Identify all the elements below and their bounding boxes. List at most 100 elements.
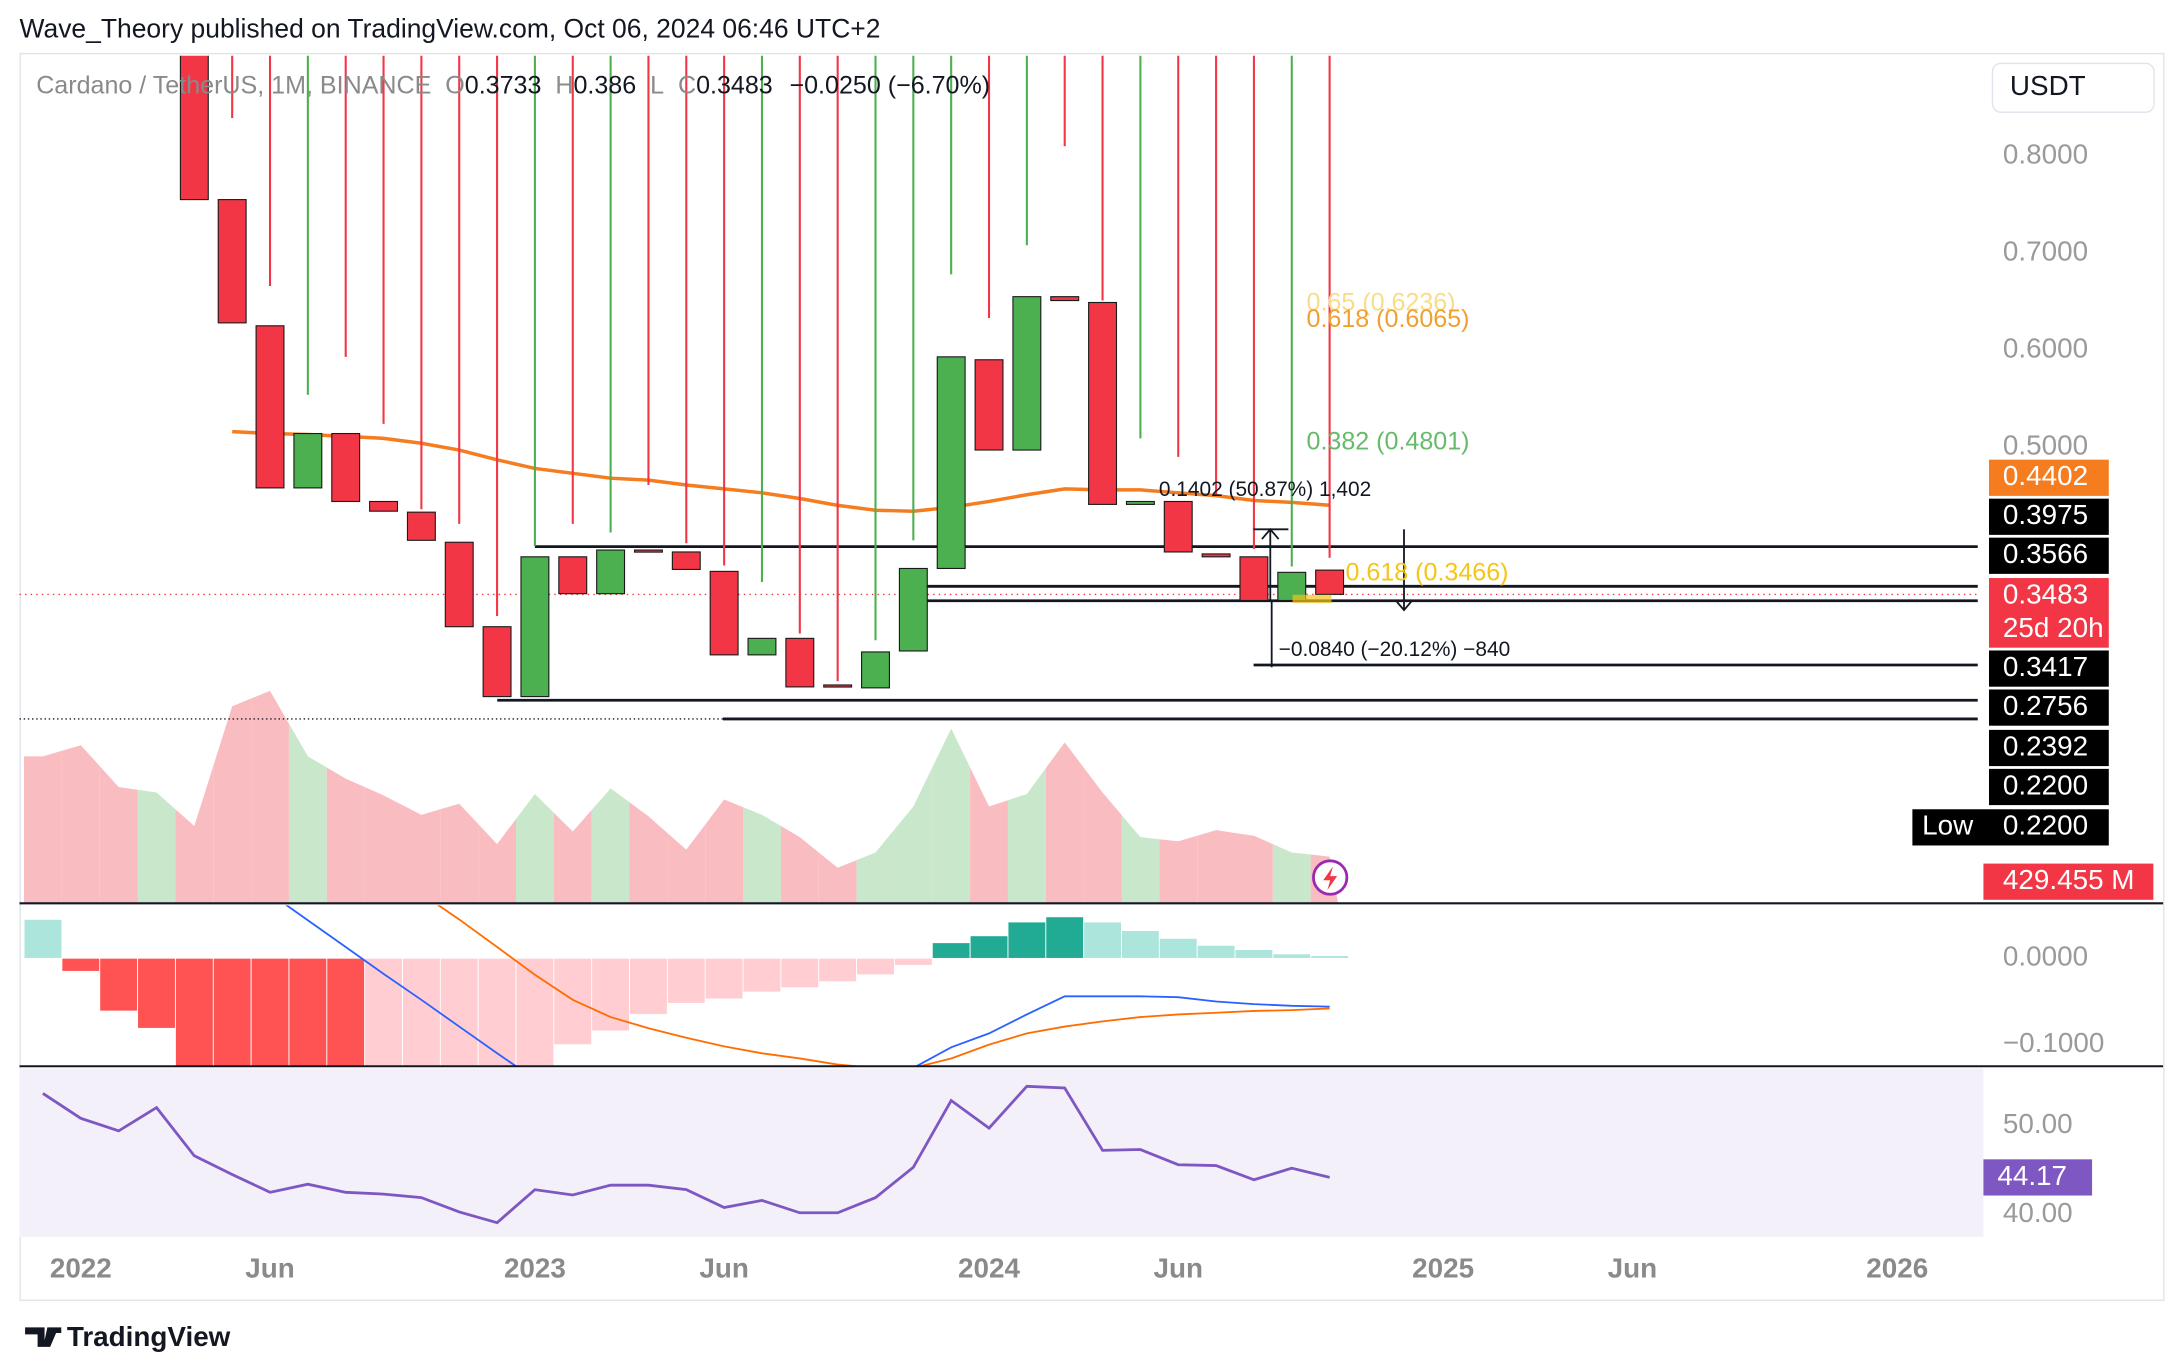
macd-histogram — [137, 957, 176, 1029]
background-layer: 0.8000 0.7000 0.6000 0.5000 0.0000 −0.1000 50.… — [2003, 138, 2104, 1228]
y-tick-label: 0.7000 — [2003, 235, 2088, 266]
high-value: 0.386 — [573, 71, 636, 99]
currency-button[interactable] — [1991, 62, 2155, 113]
macd-histogram — [250, 957, 290, 1066]
candle-body — [217, 199, 247, 324]
candle-body — [1239, 556, 1269, 602]
volume-area — [591, 788, 630, 903]
volume-area — [1007, 768, 1046, 903]
candle-body — [179, 55, 209, 201]
x-tick-label: Jun — [245, 1253, 295, 1284]
volume-area — [780, 825, 819, 903]
level-label-box — [1989, 498, 2109, 535]
macd-histogram — [477, 957, 517, 1066]
candle-body — [633, 549, 663, 553]
y-tick-label: 0.5000 — [2003, 429, 2088, 460]
logo-mark — [25, 1327, 62, 1347]
volume-area — [1159, 835, 1198, 903]
overlay-layer: 2022 Jun 2023 Jun 2024 Jun 2025 Jun 2026 0.65 (0.… — [50, 288, 2154, 1284]
level-label: 0.2200 — [2003, 769, 2088, 800]
candle-body — [1163, 500, 1193, 553]
macd-histogram — [326, 957, 365, 1066]
measure-arrow — [1394, 599, 1414, 612]
macd-histogram — [23, 919, 63, 959]
macd-histogram — [1121, 930, 1160, 959]
level-label: 0.2756 — [2003, 690, 2088, 721]
macd-histogram — [704, 957, 744, 1000]
macd-histogram — [1045, 916, 1084, 959]
last-price: 0.3483 — [2003, 579, 2088, 610]
level-label-box — [1989, 537, 2109, 574]
macd-histogram — [1083, 921, 1122, 959]
volume-area — [894, 767, 933, 903]
price-pane — [19, 55, 1978, 903]
candle-body — [293, 432, 323, 489]
rsi-label: 44.17 — [1997, 1160, 2067, 1191]
macd-histogram — [213, 957, 252, 1066]
candle-body — [671, 551, 701, 570]
annotation: −0.0840 (−20.12%) −840 — [1279, 638, 1511, 661]
macd-histogram — [667, 957, 706, 1004]
volume-area — [629, 802, 668, 903]
close-value: 0.3483 — [696, 71, 773, 99]
volume-area — [667, 824, 706, 903]
macd-histogram — [402, 957, 441, 1066]
candle-body — [255, 325, 285, 489]
footer-brand: TradingView — [67, 1321, 231, 1352]
low-box — [1912, 809, 2109, 846]
volume-area — [515, 793, 554, 903]
candle-body — [785, 637, 815, 688]
symbol-line: Cardano / TetherUS, 1M, BINANCE O0.3733 H0… — [36, 71, 990, 99]
level-label: 0.3417 — [2003, 651, 2088, 682]
volume-area — [137, 789, 176, 903]
annotation: 0.618 (0.3466) — [1345, 559, 1508, 587]
measure-arrow — [1261, 527, 1280, 540]
open-value: 0.3733 — [465, 71, 542, 99]
volume-area — [364, 786, 403, 903]
rsi-label-box — [1983, 1159, 2093, 1196]
volume-area — [1045, 742, 1084, 903]
x-tick-label: 2025 — [1412, 1253, 1474, 1284]
macd-histogram — [553, 957, 592, 1046]
low-value: 0.2200 — [2003, 810, 2088, 841]
symbol: Cardano / TetherUS, 1M, BINANCE — [36, 71, 431, 99]
x-tick-label: Jun — [1608, 1253, 1658, 1284]
macd-histogram — [818, 957, 857, 982]
macd-histogram — [175, 957, 214, 1066]
y-tick-label: 0.0000 — [2003, 941, 2088, 972]
volume-area — [553, 809, 592, 903]
volume-area — [970, 767, 1008, 903]
candle-body — [482, 626, 512, 698]
level-label: 0.3566 — [2003, 538, 2088, 569]
level-label-box — [1989, 768, 2109, 806]
candle-body — [747, 637, 777, 656]
candle-body — [406, 511, 436, 541]
volume-area — [1272, 844, 1311, 903]
volume-area — [288, 723, 327, 903]
currency[interactable]: USDT — [2010, 70, 2086, 101]
macd-histogram — [742, 957, 782, 993]
annotation: 0.1402 (50.87%) 1,402 — [1159, 478, 1371, 501]
x-tick-label: 2024 — [958, 1253, 1020, 1284]
candle-body — [520, 556, 550, 698]
candle-body — [331, 432, 361, 503]
candle-body — [861, 651, 890, 689]
volume-area — [326, 767, 365, 903]
ohlc-label: H — [555, 71, 573, 99]
volume-area — [175, 766, 214, 903]
level-label-box — [1989, 689, 2109, 726]
volume-area — [440, 803, 479, 903]
macd-histogram — [99, 957, 138, 1012]
volume-area — [932, 728, 971, 903]
macd-histogram — [856, 957, 895, 976]
macd-line — [285, 905, 1330, 1066]
macd-histogram — [1310, 955, 1349, 959]
candle-body — [596, 549, 626, 595]
candle-body — [974, 359, 1004, 451]
macd-histogram — [1159, 938, 1198, 959]
candle-body — [1315, 569, 1345, 595]
moving-average — [232, 429, 1330, 513]
rsi-pane — [19, 1068, 1984, 1237]
candle-body — [936, 356, 966, 570]
